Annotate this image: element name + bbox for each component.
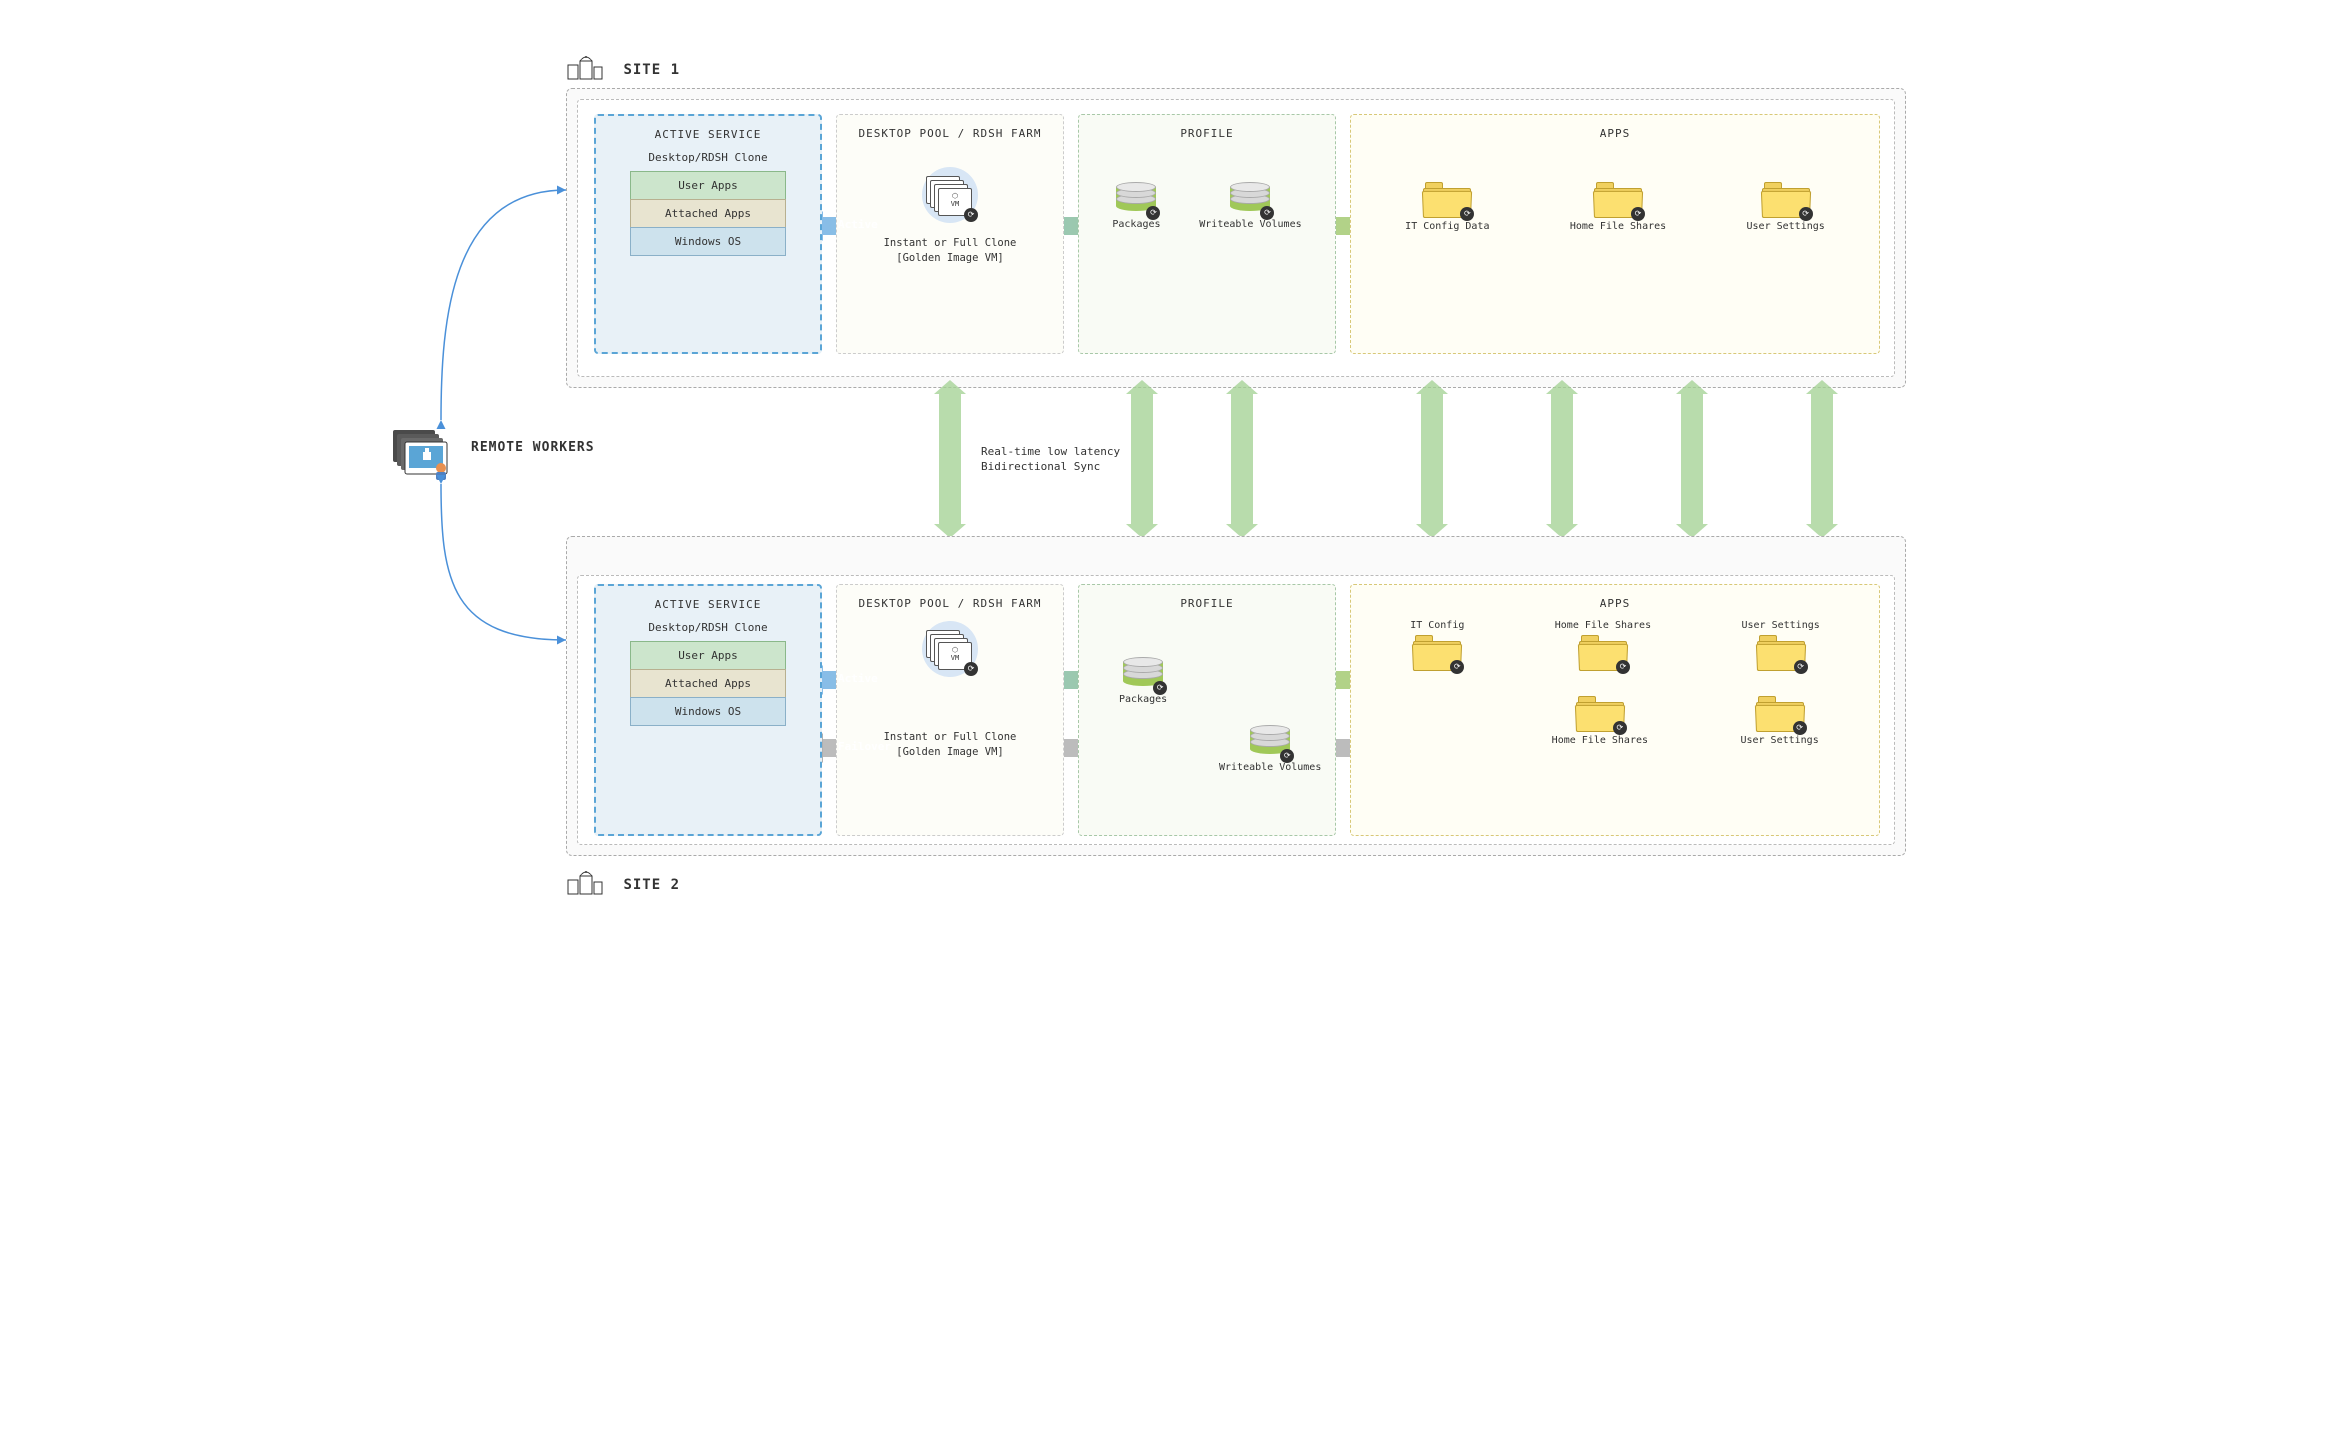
- home-shares-item-2: ⟳ Home File Shares: [1552, 696, 1648, 747]
- row-windows-os: Windows OS: [630, 227, 786, 256]
- packages-item: ⟳ Packages: [1119, 657, 1167, 706]
- active-service-panel-2: ACTIVE SERVICE Desktop/RDSH Clone User A…: [594, 584, 822, 836]
- remote-workers-icon: [391, 420, 461, 483]
- sync-label: Real-time low latencyBidirectional Sync: [981, 444, 1120, 475]
- pool-caption: Instant or Full Clone[Golden Image VM]: [851, 236, 1049, 265]
- site1-box: Active ACTIVE SERVICE Desktop/RDSH Clone…: [566, 88, 1906, 388]
- row-attached-apps: Attached Apps: [630, 199, 786, 228]
- vm-icon: ⬡VM ⟳: [922, 170, 978, 220]
- diagram-root: REMOTE WORKERS SITE 1 Active ACTIVE SERV…: [421, 40, 1921, 940]
- sync-arrow: [1231, 394, 1253, 524]
- user-settings-item: User Settings ⟳: [1741, 620, 1819, 674]
- folder-icon: ⟳: [1576, 696, 1624, 732]
- row-attached-apps: Attached Apps: [630, 669, 786, 698]
- site2-label: SITE 2: [566, 870, 680, 900]
- folder-icon: ⟳: [1594, 182, 1642, 218]
- packages-item: ⟳ Packages: [1112, 182, 1160, 231]
- writeable-item: ⟳ Writeable Volumes: [1219, 725, 1321, 774]
- folder-icon: ⟳: [1757, 635, 1805, 671]
- site1-label: SITE 1: [566, 55, 680, 85]
- writeable-item: ⟳ Writeable Volumes: [1199, 182, 1301, 231]
- apps-panel-1: APPS ⟳ IT Config Data ⟳ Home File Shares…: [1350, 114, 1880, 354]
- home-shares-item: Home File Shares ⟳: [1555, 620, 1651, 674]
- folder-icon: ⟳: [1756, 696, 1804, 732]
- profile-title: PROFILE: [1093, 127, 1321, 140]
- profile-title: PROFILE: [1093, 597, 1321, 610]
- folder-icon: ⟳: [1579, 635, 1627, 671]
- site2-inner: Active Failover ACTIVE SERVICE Desktop/R…: [577, 575, 1895, 845]
- it-config-item: ⟳ IT Config Data: [1405, 182, 1489, 233]
- site-icon: [566, 870, 606, 900]
- db-icon: ⟳: [1230, 182, 1270, 216]
- site2-label-text: SITE 2: [623, 877, 680, 893]
- user-settings-item: ⟳ User Settings: [1747, 182, 1825, 233]
- row-windows-os: Windows OS: [630, 697, 786, 726]
- pool-title: DESKTOP POOL / RDSH FARM: [851, 127, 1049, 140]
- clone-stack: User Apps Attached Apps Windows OS: [630, 171, 786, 256]
- vm-icon: ⬡VM ⟳: [922, 624, 978, 674]
- sync-arrow: [1811, 394, 1833, 524]
- db-icon: ⟳: [1123, 657, 1163, 691]
- profile-panel-2: PROFILE ⟳ Packages: [1078, 584, 1336, 836]
- sync-arrow: [1421, 394, 1443, 524]
- db-icon: ⟳: [1116, 182, 1156, 216]
- active-service-title: ACTIVE SERVICE: [610, 128, 806, 141]
- clone-stack: User Apps Attached Apps Windows OS: [630, 641, 786, 726]
- active-service-title: ACTIVE SERVICE: [610, 598, 806, 611]
- user-settings-item-2: ⟳ User Settings: [1740, 696, 1818, 747]
- profile-panel-1: PROFILE ⟳ Packages: [1078, 114, 1336, 354]
- row-user-apps: User Apps: [630, 641, 786, 670]
- folder-icon: ⟳: [1423, 182, 1471, 218]
- folder-icon: ⟳: [1413, 635, 1461, 671]
- active-label-1: Active: [838, 218, 878, 231]
- sync-arrow: [1551, 394, 1573, 524]
- sync-arrow: [1681, 394, 1703, 524]
- apps-panel-2: APPS IT Config ⟳ Home File Shares ⟳ User…: [1350, 584, 1880, 836]
- remote-workers-label: REMOTE WORKERS: [471, 440, 595, 455]
- site2-box: Active Failover ACTIVE SERVICE Desktop/R…: [566, 536, 1906, 856]
- active-label-2: Active: [838, 672, 878, 685]
- active-service-subtitle: Desktop/RDSH Clone: [610, 151, 806, 164]
- it-config-item: IT Config ⟳: [1410, 620, 1464, 674]
- home-shares-item: ⟳ Home File Shares: [1570, 182, 1666, 233]
- apps-title: APPS: [1365, 597, 1865, 610]
- row-user-apps: User Apps: [630, 171, 786, 200]
- site1-label-text: SITE 1: [623, 62, 680, 78]
- folder-icon: ⟳: [1762, 182, 1810, 218]
- pool-panel-2: DESKTOP POOL / RDSH FARM ⬡VM ⟳ Instant o…: [836, 584, 1064, 836]
- active-service-subtitle: Desktop/RDSH Clone: [610, 621, 806, 634]
- apps-title: APPS: [1365, 127, 1865, 140]
- failover-label: Failover: [838, 740, 891, 753]
- site1-inner: Active ACTIVE SERVICE Desktop/RDSH Clone…: [577, 99, 1895, 377]
- active-service-panel-1: ACTIVE SERVICE Desktop/RDSH Clone User A…: [594, 114, 822, 354]
- pool-title: DESKTOP POOL / RDSH FARM: [851, 597, 1049, 610]
- site-icon: [566, 55, 606, 85]
- sync-arrow: [939, 394, 961, 524]
- sync-arrow: [1131, 394, 1153, 524]
- db-icon: ⟳: [1250, 725, 1290, 759]
- pool-panel-1: DESKTOP POOL / RDSH FARM ⬡VM ⟳ Instant o…: [836, 114, 1064, 354]
